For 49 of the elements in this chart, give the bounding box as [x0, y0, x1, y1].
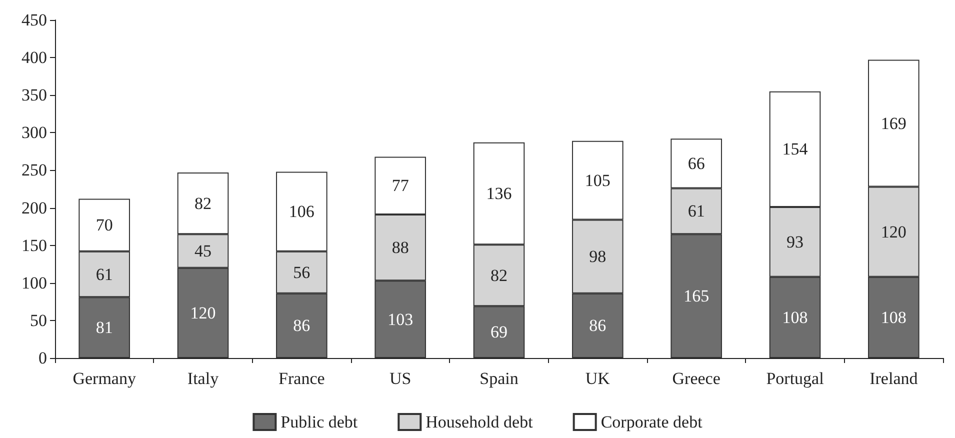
x-tick-label: Italy: [187, 369, 220, 388]
data-label: 106: [288, 202, 314, 222]
y-tick-label: 300: [22, 123, 47, 142]
legend-label: Corporate debt: [600, 412, 703, 432]
data-label: 108: [880, 308, 906, 327]
data-label: 154: [782, 140, 808, 159]
data-label: 81: [96, 318, 113, 338]
y-tick-label: 150: [22, 236, 47, 255]
x-tick-label: UK: [585, 369, 611, 388]
data-label: 86: [589, 316, 606, 336]
y-tick-label: 450: [22, 10, 47, 30]
data-label: 70: [96, 216, 113, 235]
data-label: 120: [880, 222, 906, 242]
x-tick-label: Greece: [672, 369, 720, 388]
data-label: 105: [584, 170, 610, 190]
x-tick-label: Germany: [72, 369, 136, 388]
data-label: 82: [194, 194, 212, 213]
x-tick-label: US: [389, 369, 412, 388]
data-label: 61: [96, 264, 113, 284]
data-label: 86: [293, 316, 310, 336]
y-tick-label: 0: [38, 348, 47, 368]
legend-label: Household debt: [426, 412, 534, 432]
y-tick-label: 350: [22, 86, 47, 105]
data-label: 69: [490, 322, 508, 342]
data-label: 77: [392, 176, 410, 196]
y-tick-label: 200: [22, 198, 47, 218]
legend-label: Public debt: [280, 412, 358, 432]
x-tick-label: France: [278, 369, 325, 388]
y-tick-label: 50: [30, 310, 47, 330]
y-tick-label: 250: [22, 160, 47, 180]
y-tick-label: 400: [22, 48, 47, 68]
data-label: 82: [490, 266, 508, 285]
data-label: 88: [392, 238, 409, 258]
data-label: 56: [293, 262, 310, 282]
y-tick-label: 100: [22, 273, 47, 292]
data-label: 93: [786, 232, 804, 252]
data-label: 45: [194, 241, 212, 260]
data-label: 66: [688, 154, 705, 173]
data-label: 103: [388, 310, 414, 329]
data-label: 120: [190, 303, 216, 322]
data-label: 108: [782, 308, 808, 327]
x-tick-label: Portugal: [766, 369, 824, 388]
data-label: 61: [688, 202, 705, 221]
data-label: 165: [684, 286, 710, 306]
data-label: 169: [880, 114, 906, 133]
data-label: 98: [589, 247, 606, 266]
x-tick-label: Ireland: [870, 369, 918, 388]
x-tick-label: Spain: [480, 369, 519, 388]
data-label: 136: [486, 184, 512, 204]
